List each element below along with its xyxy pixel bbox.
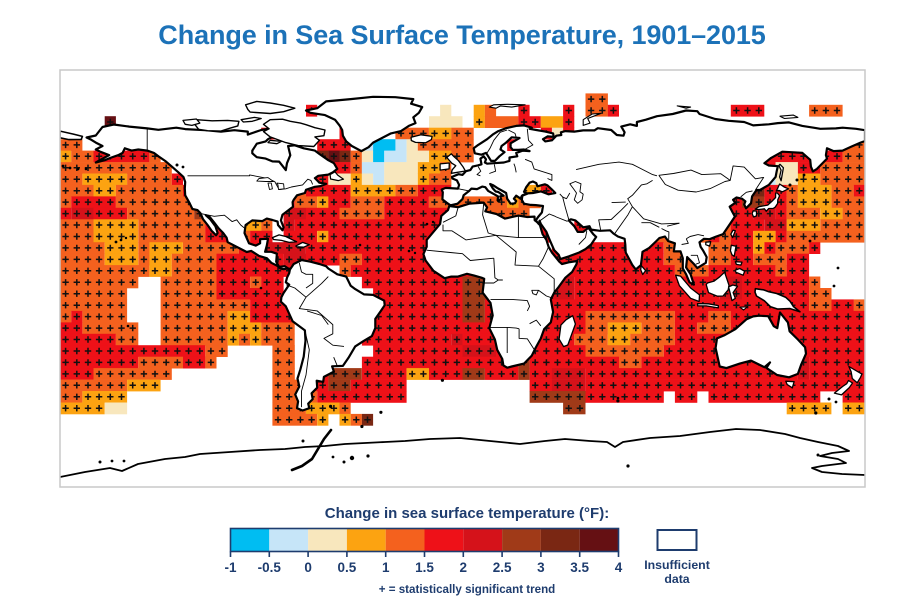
svg-text:-1: -1 xyxy=(224,560,236,575)
svg-text:4: 4 xyxy=(615,560,623,575)
svg-text:data: data xyxy=(664,572,689,586)
svg-text:-0.5: -0.5 xyxy=(258,560,282,575)
svg-text:2: 2 xyxy=(460,560,468,575)
svg-text:3.5: 3.5 xyxy=(570,560,589,575)
svg-text:0.5: 0.5 xyxy=(338,560,357,575)
svg-text:1.5: 1.5 xyxy=(415,560,434,575)
svg-text:Change in Sea Surface Temperat: Change in Sea Surface Temperature, 1901–… xyxy=(158,20,765,50)
svg-text:1: 1 xyxy=(382,560,390,575)
svg-text:3: 3 xyxy=(537,560,545,575)
svg-text:Change in sea surface temperat: Change in sea surface temperature (°F): xyxy=(325,505,609,522)
svg-text:2.5: 2.5 xyxy=(493,560,512,575)
svg-text:Insufficient: Insufficient xyxy=(644,558,710,572)
svg-text:+ = statistically significant: + = statistically significant trend xyxy=(379,583,556,596)
svg-text:0: 0 xyxy=(304,560,312,575)
